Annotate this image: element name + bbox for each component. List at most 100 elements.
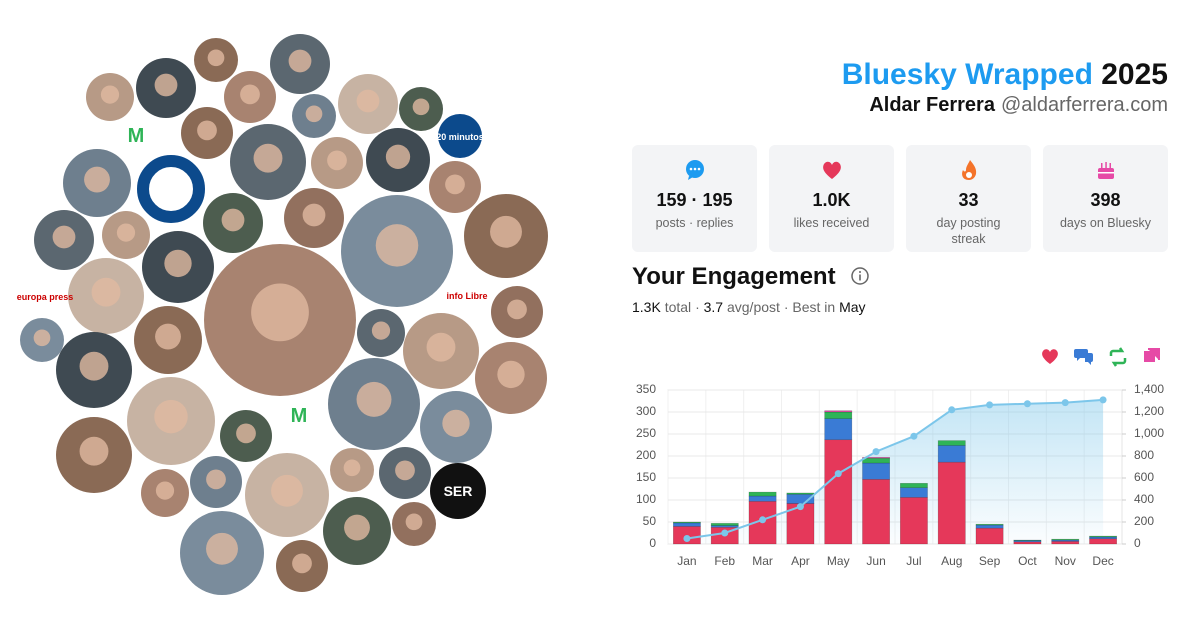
avatar[interactable] <box>114 114 158 158</box>
y2-tick-label: 1,400 <box>1134 382 1164 396</box>
line-point <box>910 432 918 440</box>
y-tick-label: 100 <box>636 492 656 506</box>
bar-segment <box>824 410 853 413</box>
y-tick-label: 300 <box>636 404 656 418</box>
avatar-face <box>375 224 419 267</box>
avatar-face <box>240 84 260 105</box>
logo-text: europa press <box>17 292 74 302</box>
logo-m: M <box>128 125 145 147</box>
bar-segment <box>899 487 928 498</box>
x-tick-label: Apr <box>791 554 810 568</box>
avatar-cloud: M M 20 minutos europa press info Libre SER <box>17 34 548 595</box>
stat-card: 398 days on Bluesky <box>1043 145 1168 252</box>
x-tick-label: Jan <box>677 554 696 568</box>
header: Bluesky Wrapped 2025 Aldar Ferrera @aldar… <box>842 58 1168 117</box>
avatar-face <box>343 459 361 477</box>
avatar[interactable] <box>430 463 486 519</box>
avatar-face <box>155 323 181 350</box>
line-area <box>686 399 1104 544</box>
x-tick-label: Sep <box>979 554 1001 568</box>
bar-segment <box>824 418 853 441</box>
avatar-face <box>507 299 527 320</box>
x-tick-label: Nov <box>1055 554 1076 568</box>
line-point <box>948 406 956 414</box>
avatar-face <box>154 73 178 97</box>
legend-icon[interactable] <box>1042 349 1058 364</box>
avatar-face <box>116 223 136 242</box>
bar-segment <box>862 462 891 480</box>
average: 3.7 <box>703 299 724 315</box>
average-label: avg/post <box>726 299 780 315</box>
avatar-face <box>79 351 109 381</box>
icon <box>822 161 841 179</box>
logo-text: 20 minutos <box>436 132 484 142</box>
bar-segment <box>899 482 928 488</box>
x-tick-label: Mar <box>752 554 773 568</box>
engagement-title: Your Engagement <box>632 263 836 290</box>
line <box>686 398 1104 540</box>
y2-tick-label: 400 <box>1134 492 1154 506</box>
avatar-face <box>371 321 391 340</box>
bar-segment <box>1051 541 1080 545</box>
line-point <box>1023 400 1031 408</box>
bar-segment <box>824 439 853 545</box>
icon <box>685 160 704 180</box>
separator: · <box>695 299 700 315</box>
line-point <box>1061 399 1069 407</box>
legend-icon[interactable] <box>1074 349 1093 365</box>
engagement-summary: 1.3K total · 3.7 avg/post · Best in May <box>632 299 870 315</box>
avatar-face <box>426 332 456 362</box>
stat-value: 1.0K <box>812 190 851 210</box>
bar-segment <box>975 523 1004 526</box>
avatar[interactable] <box>23 275 67 319</box>
avatar-face <box>84 166 110 193</box>
bar-segment <box>710 523 739 526</box>
bar-segment <box>975 524 1004 529</box>
separator: · <box>783 299 789 315</box>
x-tick-label: Aug <box>941 554 962 568</box>
stat-label: posts · replies <box>655 216 734 230</box>
legend-icon[interactable] <box>1144 348 1160 362</box>
bar-segment <box>862 457 891 459</box>
avatar-face <box>327 150 347 171</box>
avatar[interactable] <box>279 410 319 450</box>
avatar-face <box>164 249 192 278</box>
avatar-face <box>236 423 256 444</box>
avatar-face <box>356 89 380 113</box>
avatar[interactable] <box>438 114 482 158</box>
legend-icon[interactable] <box>1109 347 1127 367</box>
bar-segment <box>937 461 966 545</box>
bar-segment <box>748 495 777 502</box>
line-point <box>1099 396 1107 404</box>
bar-segment <box>748 491 777 497</box>
line-point <box>796 503 804 511</box>
avatar-face <box>251 283 309 342</box>
avatar-face <box>154 399 188 434</box>
avatar-face <box>344 514 370 541</box>
year: 2025 <box>1101 58 1168 91</box>
avatar-face <box>253 143 283 173</box>
avatar-face <box>302 203 326 227</box>
best-label: Best in <box>792 299 836 315</box>
stat-label: day posting streak <box>936 216 1001 246</box>
total: 1.3K <box>632 299 661 315</box>
y-tick-label: 150 <box>636 470 656 484</box>
avatar-face <box>288 49 312 73</box>
avatar-face <box>91 277 121 307</box>
icon <box>1097 162 1114 179</box>
y2-tick-label: 800 <box>1134 448 1154 462</box>
y-tick-label: 350 <box>636 382 656 396</box>
info-icon[interactable] <box>850 266 870 286</box>
handle[interactable]: @aldarferrera.com <box>1000 94 1168 116</box>
bar-segment <box>824 411 853 419</box>
bar-segment <box>937 445 966 463</box>
bar-segment <box>975 527 1004 545</box>
icon <box>961 160 976 180</box>
user-name: Aldar Ferrera <box>869 94 995 116</box>
avatar[interactable] <box>443 271 491 319</box>
bar-segment <box>786 492 815 495</box>
stat-value: 398 <box>1090 190 1121 210</box>
avatar-face <box>395 460 415 481</box>
line-point <box>986 401 994 409</box>
avatar-face <box>292 553 312 574</box>
